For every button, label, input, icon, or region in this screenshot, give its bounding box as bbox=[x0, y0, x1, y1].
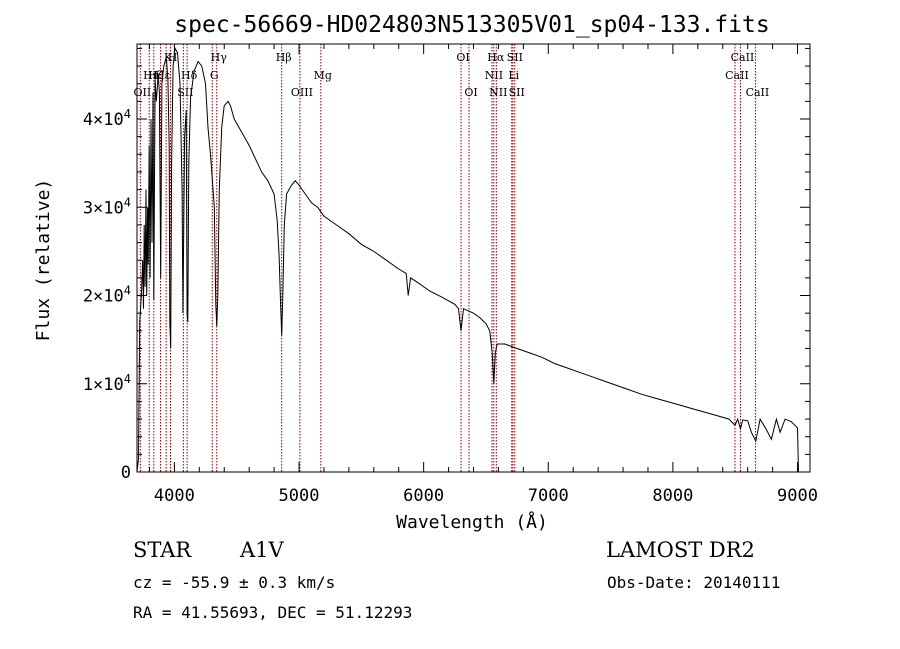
x-tick-label-1: 5000 bbox=[279, 486, 320, 506]
observation-date: Obs-Date: 20140111 bbox=[607, 573, 781, 592]
line-label-13: OI bbox=[456, 51, 469, 64]
x-axis-ticks: 4000 5000 6000 7000 8000 9000 bbox=[148, 44, 818, 506]
line-label-0: OII bbox=[134, 86, 152, 99]
line-label-14: OI bbox=[464, 86, 477, 99]
y-tick-label-3: 3×104 bbox=[83, 195, 131, 218]
y-axis-label: Flux (relative) bbox=[33, 179, 54, 342]
line-label-8: G bbox=[210, 69, 219, 82]
spectrum-series-line bbox=[136, 46, 799, 473]
x-tick-label-5: 9000 bbox=[777, 486, 818, 506]
line-label-2: Hζ bbox=[148, 69, 164, 82]
plot-frame bbox=[136, 43, 811, 473]
line-label-17: NII bbox=[489, 86, 507, 99]
x-tick-label-4: 8000 bbox=[652, 486, 693, 506]
line-label-20: SII bbox=[509, 86, 525, 99]
line-label-7: Hδ bbox=[181, 69, 198, 82]
x-axis-label: Wavelength (Å) bbox=[396, 511, 548, 533]
line-label-21: CaII bbox=[725, 69, 749, 82]
line-label-10: Hβ bbox=[276, 51, 292, 64]
line-label-1: Hη bbox=[143, 69, 159, 82]
y-axis-ticks: 0 1×104 2×104 3×104 4×104 bbox=[83, 47, 810, 483]
line-label-12: Mg bbox=[314, 69, 332, 82]
line-label-4: K bbox=[164, 51, 173, 64]
spectral-line-markers: OIIHηHζHεKHSIIHδGHγHβOIIIMgOIOINIIHαNIIL… bbox=[134, 44, 770, 472]
coordinates: RA = 41.55693, DEC = 51.12293 bbox=[133, 603, 413, 622]
x-tick-label-2: 6000 bbox=[403, 486, 444, 506]
line-label-9: Hγ bbox=[211, 51, 228, 64]
x-tick-label-0: 4000 bbox=[154, 486, 195, 506]
line-label-22: CaII bbox=[731, 51, 755, 64]
redshift-cz: cz = -55.9 ± 0.3 km/s bbox=[133, 573, 336, 592]
line-label-5: H bbox=[168, 51, 178, 64]
line-label-6: SII bbox=[177, 86, 193, 99]
y-tick-label-4: 4×104 bbox=[83, 107, 131, 130]
y-tick-label-2: 2×104 bbox=[83, 284, 131, 307]
y-tick-label-1: 1×104 bbox=[83, 372, 131, 395]
x-tick-label-3: 7000 bbox=[528, 486, 569, 506]
line-label-18: Li bbox=[508, 69, 519, 82]
y-tick-label-0: 0 bbox=[121, 463, 131, 483]
survey-name: LAMOST DR2 bbox=[606, 538, 755, 562]
object-class: STAR bbox=[133, 538, 192, 562]
chart-title: spec-56669-HD024803N513305V01_sp04-133.f… bbox=[174, 12, 769, 38]
line-label-11: OIII bbox=[291, 86, 313, 99]
line-label-23: CaII bbox=[746, 86, 770, 99]
object-subclass: A1V bbox=[240, 538, 284, 562]
